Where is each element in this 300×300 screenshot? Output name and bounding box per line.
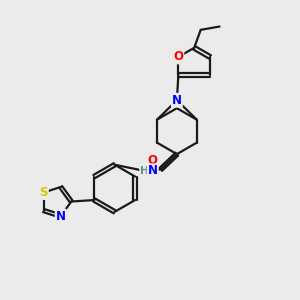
Text: O: O xyxy=(173,50,183,64)
Text: S: S xyxy=(39,186,48,199)
Text: H: H xyxy=(140,166,149,176)
Text: N: N xyxy=(148,164,158,177)
Text: N: N xyxy=(172,94,182,107)
Text: O: O xyxy=(147,154,157,167)
Text: N: N xyxy=(56,210,66,223)
